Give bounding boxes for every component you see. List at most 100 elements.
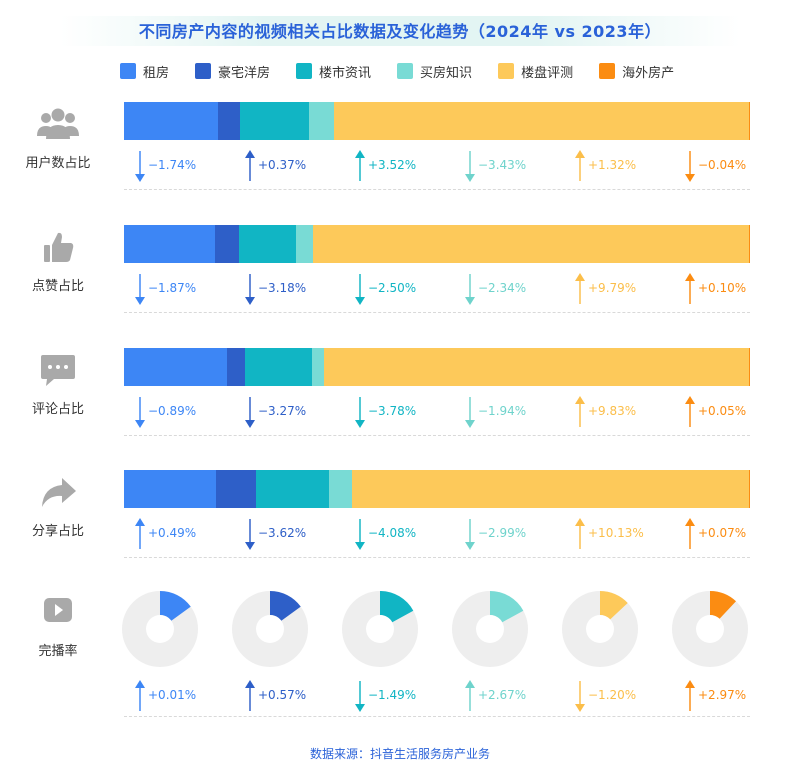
completion-donut xyxy=(562,591,638,667)
bar-segment xyxy=(748,470,750,508)
change-value: +0.10% xyxy=(698,281,747,295)
video-play-icon xyxy=(44,598,72,622)
arrow-down-icon xyxy=(135,397,145,428)
change-value: +0.57% xyxy=(258,688,307,702)
arrow-down-icon xyxy=(575,681,585,712)
arrow-down-icon xyxy=(355,274,365,305)
change-value: +3.52% xyxy=(368,158,417,172)
changes-row: −1.87% −3.18% −2.50% −2.34% +9.79% +0.10% xyxy=(124,271,750,311)
page-title: 不同房产内容的视频相关占比数据及变化趋势（2024年 vs 2023年） xyxy=(138,22,662,41)
arrow-down-icon xyxy=(465,519,475,550)
row-divider xyxy=(124,312,750,313)
legend-label: 豪宅洋房 xyxy=(218,65,271,81)
completion-donut xyxy=(342,591,418,667)
change-value: +0.07% xyxy=(698,526,747,540)
bar-segment xyxy=(124,102,218,140)
arrow-up-icon xyxy=(135,518,145,549)
arrow-down-icon xyxy=(355,681,365,712)
legend-label: 租房 xyxy=(143,65,170,81)
change-value: +0.05% xyxy=(698,404,747,418)
row-divider xyxy=(124,435,750,436)
change-item: +9.79% xyxy=(574,271,674,311)
changes-row: −1.74% +0.37% +3.52% −3.43% +1.32% −0.04% xyxy=(124,148,750,188)
arrow-up-icon xyxy=(685,680,695,711)
change-value: −1.49% xyxy=(368,688,417,702)
change-item: +0.01% xyxy=(134,678,234,718)
share-icon xyxy=(42,478,76,507)
thumbs-up-icon xyxy=(44,232,74,262)
arrow-down-icon xyxy=(355,397,365,428)
bar-segment xyxy=(748,225,750,263)
change-item: −1.49% xyxy=(354,678,454,718)
bar-segment xyxy=(256,470,329,508)
stacked-bar xyxy=(124,348,750,386)
bar-segment xyxy=(124,348,228,386)
legend-label: 海外房产 xyxy=(622,65,675,81)
change-value: −0.89% xyxy=(148,404,197,418)
arrow-up-icon xyxy=(685,518,695,549)
arrow-up-icon xyxy=(465,680,475,711)
donut-slice xyxy=(270,591,301,621)
bar-segment xyxy=(328,470,353,508)
changes-row: +0.01% +0.57% −1.49% +2.67% −1.20% +2.97% xyxy=(124,678,750,718)
change-value: −4.08% xyxy=(368,526,417,540)
bar-segment xyxy=(352,470,749,508)
bar-segment xyxy=(124,470,217,508)
arrow-down-icon xyxy=(355,519,365,550)
bar-segment xyxy=(308,102,334,140)
row-divider xyxy=(124,189,750,190)
legend-label: 楼市资讯 xyxy=(319,65,372,81)
arrow-down-icon xyxy=(685,151,695,182)
donut-slice xyxy=(160,591,191,621)
bar-segment xyxy=(748,348,750,386)
arrow-up-icon xyxy=(245,150,255,181)
donut-slice xyxy=(710,591,737,619)
arrow-up-icon xyxy=(575,518,585,549)
change-value: −3.43% xyxy=(478,158,527,172)
change-value: −1.20% xyxy=(588,688,637,702)
legend-swatch xyxy=(599,63,616,79)
arrow-up-icon xyxy=(245,680,255,711)
change-value: +0.01% xyxy=(148,688,197,702)
arrow-up-icon xyxy=(135,680,145,711)
donut-slice xyxy=(600,591,628,620)
completion-donut xyxy=(122,591,198,667)
arrow-down-icon xyxy=(245,397,255,428)
arrow-down-icon xyxy=(135,274,145,305)
stacked-bar xyxy=(124,470,750,508)
change-item: −1.94% xyxy=(464,394,564,434)
change-item: −0.04% xyxy=(684,148,784,188)
change-item: +0.57% xyxy=(244,678,344,718)
change-value: +0.49% xyxy=(148,526,197,540)
completion-donut xyxy=(672,591,748,667)
legend-item: 楼市资讯 xyxy=(296,61,371,81)
arrow-up-icon xyxy=(575,273,585,304)
users-icon xyxy=(37,108,79,139)
bar-segment xyxy=(295,225,314,263)
arrow-down-icon xyxy=(135,151,145,182)
arrow-down-icon xyxy=(245,519,255,550)
changes-row: −0.89% −3.27% −3.78% −1.94% +9.83% +0.05% xyxy=(124,394,750,434)
arrow-up-icon xyxy=(575,396,585,427)
legend-item: 买房知识 xyxy=(397,61,472,81)
bar-segment xyxy=(333,102,749,140)
legend-item: 楼盘评测 xyxy=(498,61,573,81)
completion-donut xyxy=(232,591,308,667)
arrow-down-icon xyxy=(465,397,475,428)
legend-item: 豪宅洋房 xyxy=(195,61,270,81)
change-value: −2.99% xyxy=(478,526,527,540)
change-value: −3.78% xyxy=(368,404,417,418)
change-value: −3.18% xyxy=(258,281,307,295)
bar-segment xyxy=(313,225,749,263)
completion-donut xyxy=(452,591,528,667)
change-item: −4.08% xyxy=(354,516,454,556)
comment-icon xyxy=(41,355,75,386)
legend-item: 租房 xyxy=(120,61,169,81)
bar-segment xyxy=(239,102,309,140)
change-item: +0.10% xyxy=(684,271,784,311)
change-item: +3.52% xyxy=(354,148,454,188)
row-divider xyxy=(124,716,750,717)
change-value: −0.04% xyxy=(698,158,747,172)
row-label: 点赞占比 xyxy=(31,279,84,294)
change-item: −3.78% xyxy=(354,394,454,434)
